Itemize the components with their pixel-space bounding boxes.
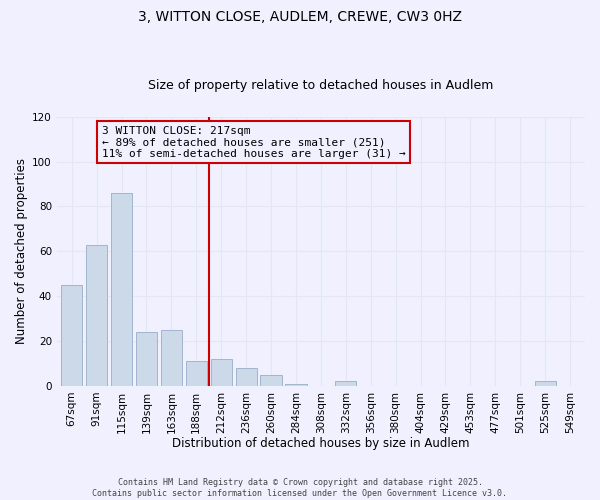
Bar — [86, 244, 107, 386]
Bar — [335, 382, 356, 386]
Text: 3 WITTON CLOSE: 217sqm
← 89% of detached houses are smaller (251)
11% of semi-de: 3 WITTON CLOSE: 217sqm ← 89% of detached… — [101, 126, 406, 159]
Bar — [61, 285, 82, 386]
Bar — [211, 359, 232, 386]
Text: 3, WITTON CLOSE, AUDLEM, CREWE, CW3 0HZ: 3, WITTON CLOSE, AUDLEM, CREWE, CW3 0HZ — [138, 10, 462, 24]
X-axis label: Distribution of detached houses by size in Audlem: Distribution of detached houses by size … — [172, 437, 470, 450]
Bar — [186, 361, 207, 386]
Bar — [286, 384, 307, 386]
Bar — [535, 382, 556, 386]
Bar — [161, 330, 182, 386]
Title: Size of property relative to detached houses in Audlem: Size of property relative to detached ho… — [148, 79, 494, 92]
Bar — [111, 193, 132, 386]
Bar — [136, 332, 157, 386]
Bar — [260, 374, 281, 386]
Y-axis label: Number of detached properties: Number of detached properties — [15, 158, 28, 344]
Bar — [236, 368, 257, 386]
Text: Contains HM Land Registry data © Crown copyright and database right 2025.
Contai: Contains HM Land Registry data © Crown c… — [92, 478, 508, 498]
